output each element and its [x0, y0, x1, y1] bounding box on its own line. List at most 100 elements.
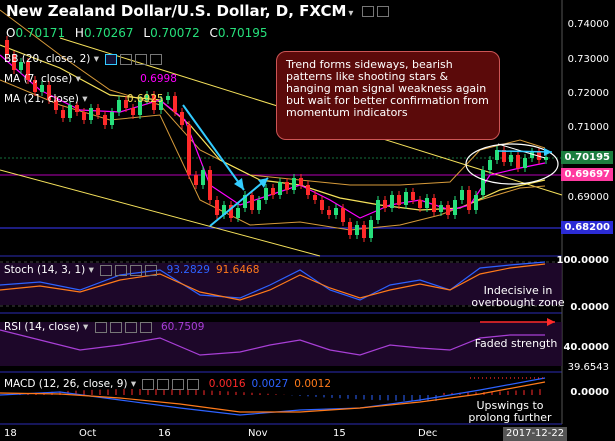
macd-axis-label: 0.0000: [570, 387, 609, 398]
candle: [355, 225, 359, 235]
x-axis-label: 15: [333, 428, 346, 439]
settings-icon[interactable]: [157, 378, 170, 390]
rsi-value: 60.7509: [160, 321, 205, 333]
candle: [299, 178, 303, 185]
format-icon[interactable]: [376, 6, 389, 17]
candle: [243, 195, 247, 208]
high-label: H: [74, 26, 84, 40]
high-value: 0.70267: [83, 26, 134, 40]
price-axis-label: 0.73000: [567, 54, 609, 65]
price-axis-label: 0.71000: [567, 122, 609, 133]
candle: [110, 112, 114, 125]
indicator-macd[interactable]: MACD (12, 26, close, 9) ▾ 0.0016 0.0027 0.…: [4, 378, 331, 390]
indicator-bb[interactable]: BB (20, close, 2) ▾: [4, 53, 163, 65]
candle: [502, 150, 506, 162]
candle: [166, 96, 170, 100]
more-icon[interactable]: [187, 378, 200, 390]
x-axis-label: Oct: [79, 428, 97, 439]
rsi-band: [0, 322, 562, 366]
macd-note: Upswings to prolong further: [468, 399, 552, 424]
indicator-ma21[interactable]: MA (21, close) ▾ 0.6925: [4, 93, 164, 105]
bb-price-tag: 0.69697: [561, 168, 613, 181]
chevron-down-icon[interactable]: ▾: [348, 8, 354, 19]
candle: [257, 200, 261, 210]
settings-icon[interactable]: [109, 321, 122, 333]
chevron-down-icon[interactable]: ▾: [83, 321, 89, 333]
indicator-stoch[interactable]: Stoch (14, 3, 1) ▾ 93.2829 91.6468: [4, 264, 259, 276]
candle: [89, 108, 93, 120]
candle: [390, 195, 394, 208]
eye-icon[interactable]: [105, 53, 118, 65]
candle: [418, 200, 422, 208]
candle: [138, 100, 142, 115]
more-icon[interactable]: [150, 53, 163, 65]
close-icon[interactable]: [124, 321, 137, 333]
candle: [285, 182, 289, 190]
candle: [201, 170, 205, 185]
sideways-ellipse: [465, 143, 559, 185]
indicator-ma7[interactable]: MA (7, close) ▾ 0.6998: [4, 73, 177, 85]
callout-text: Trend forms sideways, bearish patterns l…: [286, 58, 489, 119]
candle: [369, 220, 373, 238]
candle: [362, 225, 366, 238]
candle: [75, 105, 79, 112]
symbol-title[interactable]: New Zealand Dollar/U.S. Dollar, D, FXCM ▾: [6, 2, 389, 20]
rsi-axis-label: 40.0000: [563, 342, 609, 353]
candle: [124, 100, 128, 108]
candle: [474, 195, 478, 210]
candle: [194, 175, 198, 185]
candle: [236, 208, 240, 218]
candle: [327, 210, 331, 215]
settings-icon[interactable]: [120, 53, 133, 65]
more-icon[interactable]: [139, 321, 152, 333]
macd-label: MACD (12, 26, close, 9): [4, 378, 128, 390]
candle: [432, 198, 436, 212]
candle: [376, 200, 380, 220]
candle: [523, 158, 527, 168]
candle: [19, 62, 23, 70]
candle: [425, 198, 429, 208]
candle: [320, 200, 324, 210]
candle: [229, 205, 233, 218]
candle: [208, 170, 212, 200]
candle: [509, 155, 513, 162]
candle: [453, 200, 457, 215]
candle: [278, 182, 282, 195]
candle: [271, 188, 275, 195]
price-axis-label: 0.69000: [567, 192, 609, 203]
candle: [152, 95, 156, 110]
candle: [103, 115, 107, 125]
candle: [334, 208, 338, 215]
close-icon[interactable]: [135, 53, 148, 65]
candle: [306, 185, 310, 195]
candle: [117, 100, 121, 112]
candle: [341, 208, 345, 222]
more-icon[interactable]: [145, 264, 158, 276]
candle: [222, 205, 226, 215]
chevron-down-icon[interactable]: ▾: [93, 53, 99, 65]
settings-icon[interactable]: [361, 6, 374, 17]
candle: [215, 200, 219, 215]
rsi-note: Faded strength: [474, 337, 558, 350]
close-icon[interactable]: [130, 264, 143, 276]
close-icon[interactable]: [172, 378, 185, 390]
chevron-down-icon[interactable]: ▾: [82, 93, 88, 105]
chevron-down-icon[interactable]: ▾: [88, 264, 94, 276]
settings-icon[interactable]: [115, 264, 128, 276]
rsi-axis-label-partial: 39.6543: [567, 363, 609, 370]
indicator-rsi[interactable]: RSI (14, close) ▾ 60.7509: [4, 321, 204, 333]
ma7-value: 0.6998: [140, 73, 177, 85]
stoch-axis-label: 100.0000: [556, 255, 609, 266]
chevron-down-icon[interactable]: ▾: [75, 73, 81, 85]
candle: [159, 100, 163, 110]
eye-icon[interactable]: [94, 321, 107, 333]
chevron-down-icon[interactable]: ▾: [130, 378, 137, 390]
candle: [467, 190, 471, 210]
price-axis-label: 0.72000: [567, 88, 609, 99]
candle: [12, 55, 16, 70]
candle: [145, 95, 149, 100]
eye-icon[interactable]: [100, 264, 113, 276]
ma7-label: MA (7, close): [4, 73, 73, 85]
eye-icon[interactable]: [142, 378, 155, 390]
